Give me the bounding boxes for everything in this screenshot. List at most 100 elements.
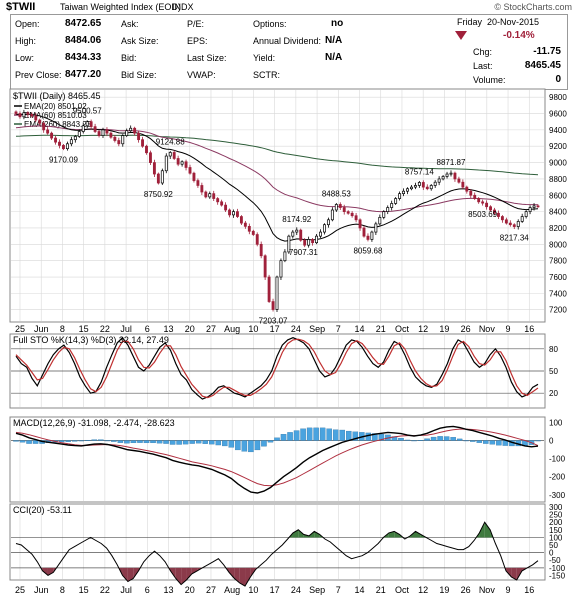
candle-body [224,204,228,211]
macd-histogram-bar [26,440,32,444]
candle-body [212,193,216,199]
candle-body [204,191,208,198]
candle-body [93,126,97,132]
candle-body [378,217,382,225]
macd-histogram-bar [124,440,130,444]
candle-body [421,182,425,188]
cci-negative-fill [181,567,187,585]
candle-body [410,186,413,190]
candle-body [129,127,133,132]
candle-body [330,209,334,221]
macd-histogram-bar [280,434,287,441]
macd-histogram-bar [430,436,437,441]
price-annotation: 8757.14 [405,167,434,176]
macd-histogram-bar [13,440,19,442]
candle-body [346,211,350,214]
candle-body [453,172,457,180]
x-axis-label-bottom: 16 [524,585,534,595]
price-y-tick: 9400 [549,126,567,135]
x-axis-label: 25 [15,324,25,334]
macd-histogram-bar [456,438,463,441]
macd-histogram-bar [365,432,372,441]
price-annotation: 8059.68 [353,247,382,256]
macd-histogram-bar [378,434,385,441]
x-axis-label: 24 [291,324,301,334]
x-axis-label: 16 [524,324,534,334]
candle-body [38,119,42,124]
exchange-label: INDX [172,2,194,12]
x-axis-label-bottom: 14 [355,585,365,595]
candle-body [295,229,299,233]
macd-histogram-bar [117,440,124,443]
x-axis-label: 12 [418,324,428,334]
macd-histogram-bar [261,440,267,447]
macd-histogram-bar [222,440,228,447]
macd-histogram-bar [137,440,143,443]
candle-body [239,216,243,224]
macd-histogram-bar [319,427,326,441]
cci-negative-fill [47,567,54,576]
indicator-y-tick: 50 [549,367,558,376]
macd-histogram-bar [483,440,489,444]
x-axis-label: 9 [506,324,511,334]
ticker-symbol: $TWII [6,1,36,13]
candle-body [299,229,303,241]
indicator-y-tick: 150 [549,526,563,535]
candle-body [30,113,34,117]
legend-entry: EMA(20) 8501.02 [24,102,87,111]
x-axis-label-bottom: 6 [145,585,150,595]
candle-body [350,212,354,217]
macd-histogram-bar [300,428,306,441]
candle-body [97,131,101,136]
quote-panel: Open: 8472.65 High: 8484.06 Low: 8434.33… [10,14,568,90]
indicator-y-tick: 100 [549,418,563,427]
cci-title: CCI(20) -53.11 [13,505,72,515]
candle-body [326,219,330,226]
price-y-tick: 8400 [549,208,567,217]
cci-positive-fill [394,531,400,538]
candle-body [287,235,291,253]
candle-body [137,132,141,141]
macd-histogram-bar [535,440,541,442]
prev-close-value: 8477.20 [65,69,102,80]
low-label: Low: [15,53,35,63]
candle-body [105,129,109,134]
candle-body [145,145,148,154]
bid-label: Bid: [121,53,137,63]
candle-body [65,143,69,150]
macd-histogram-bar [372,433,378,441]
x-axis-label: 15 [79,324,89,334]
indicator-y-tick: 50 [549,541,558,550]
candle-body [26,112,30,115]
macd-histogram-bar [287,432,293,441]
x-axis-label: 26 [461,324,471,334]
candle-body [512,224,516,227]
candle-body [489,206,492,211]
indicator-y-tick: -100 [549,455,566,464]
macd-histogram-bar [91,439,98,441]
macd-histogram-bar [195,440,202,444]
macd-histogram-bar [104,440,111,442]
candle-body [307,239,311,246]
candle-body [236,211,239,217]
indicator-y-tick: 200 [549,518,563,527]
price-annotation: 7907.31 [289,248,318,257]
annual-dividend-value: N/A [325,35,343,46]
x-axis-label-bottom: 15 [79,585,89,595]
price-y-tick: 7600 [549,273,567,282]
macd-histogram-bar [208,440,215,445]
candle-body [390,203,394,208]
macd-histogram-bar [313,427,319,441]
candle-body [220,201,224,206]
x-axis-label: 8 [60,324,65,334]
macd-histogram-bar [32,440,39,444]
candle-body [477,198,481,203]
candle-body [473,194,477,199]
x-axis-label: 19 [439,324,449,334]
last-size-label: Last Size: [187,53,227,63]
macd-histogram-bar [469,440,476,442]
candle-body [461,181,465,188]
candle-body [18,113,22,118]
macd-histogram-bar [248,440,254,453]
candle-body [121,135,125,145]
